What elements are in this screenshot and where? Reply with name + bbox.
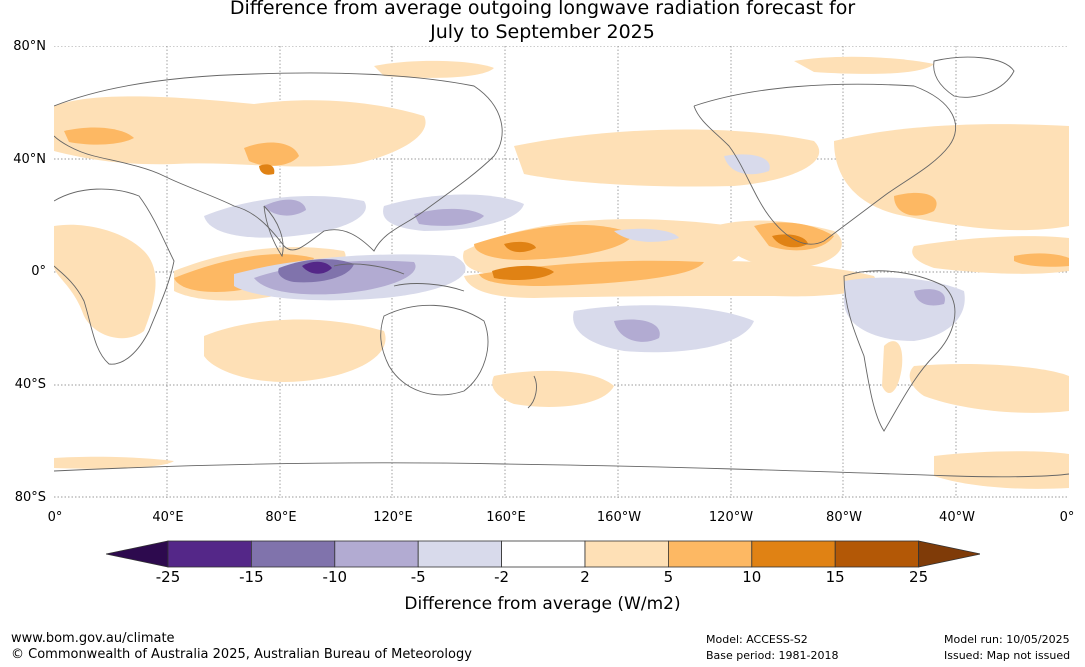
colorbar-extend-high [918,540,980,568]
forecast-map [54,46,1069,498]
coastlines [54,56,1069,478]
colorbar-segment [751,540,836,568]
lon-label-160e: 160°E [486,510,526,525]
lat-label-40s: 40°S [14,377,46,392]
lon-label-80w: 80°W [826,510,862,525]
colorbar-segment [167,540,252,568]
lat-label-equator: 0° [31,264,46,279]
colorbar-tick-label: -25 [155,568,181,586]
lon-label-40w: 40°W [939,510,975,525]
colorbar-tick-label: 25 [909,568,929,586]
chart-title: Difference from average outgoing longwav… [0,0,1085,44]
colorbar-title: Difference from average (W/m2) [404,594,681,614]
footer-website: www.bom.gov.au/climate [11,631,175,646]
title-line-2: July to September 2025 [430,21,655,43]
colorbar-extend-low [106,540,169,568]
colorbar-tick-label: 10 [742,568,762,586]
lon-label-0: 0° [47,510,63,525]
colorbar-segment [334,540,419,568]
footer-base-period: Base period: 1981-2018 [706,649,839,662]
map-canvas [54,46,1069,498]
colorbar-tick-label: 15 [825,568,845,586]
colorbar-tick-label: 2 [580,568,590,586]
lat-label-80s: 80°S [14,490,46,505]
footer-model: Model: ACCESS-S2 [706,633,808,646]
colorbar-tick-label: 5 [663,568,674,586]
colorbar-segment [834,540,920,568]
colorbar-tick-label: -5 [410,568,426,586]
title-line-1: Difference from average outgoing longwav… [229,0,856,19]
footer-issued: Issued: Map not issued [944,649,1071,662]
lon-label-360: 0° [1059,510,1075,525]
footer-model-run: Model run: 10/05/2025 [944,633,1070,646]
colorbar [106,540,980,568]
lon-label-40e: 40°E [152,510,184,525]
colorbar-segment [417,540,503,568]
anomaly-neg15-to-neg25-areas [302,261,332,274]
anomaly-10-to-15-areas [259,164,808,280]
lon-label-160w: 160°W [596,510,642,525]
colorbar-segment [584,540,669,568]
lon-label-120e: 120°E [373,510,413,525]
lon-label-80e: 80°E [265,510,297,525]
footer-copyright: © Commonwealth of Australia 2025, Austra… [11,647,472,662]
colorbar-segment [501,540,586,568]
colorbar-tick-label: -15 [239,568,264,586]
colorbar-tick-label: -10 [322,568,348,586]
lat-label-40n: 40°N [13,152,46,167]
colorbar-tick-label: -2 [494,568,510,586]
lon-label-120w: 120°W [708,510,754,525]
lat-label-80n: 80°N [13,39,46,54]
colorbar-segment [250,540,336,568]
colorbar-segment [668,540,753,568]
